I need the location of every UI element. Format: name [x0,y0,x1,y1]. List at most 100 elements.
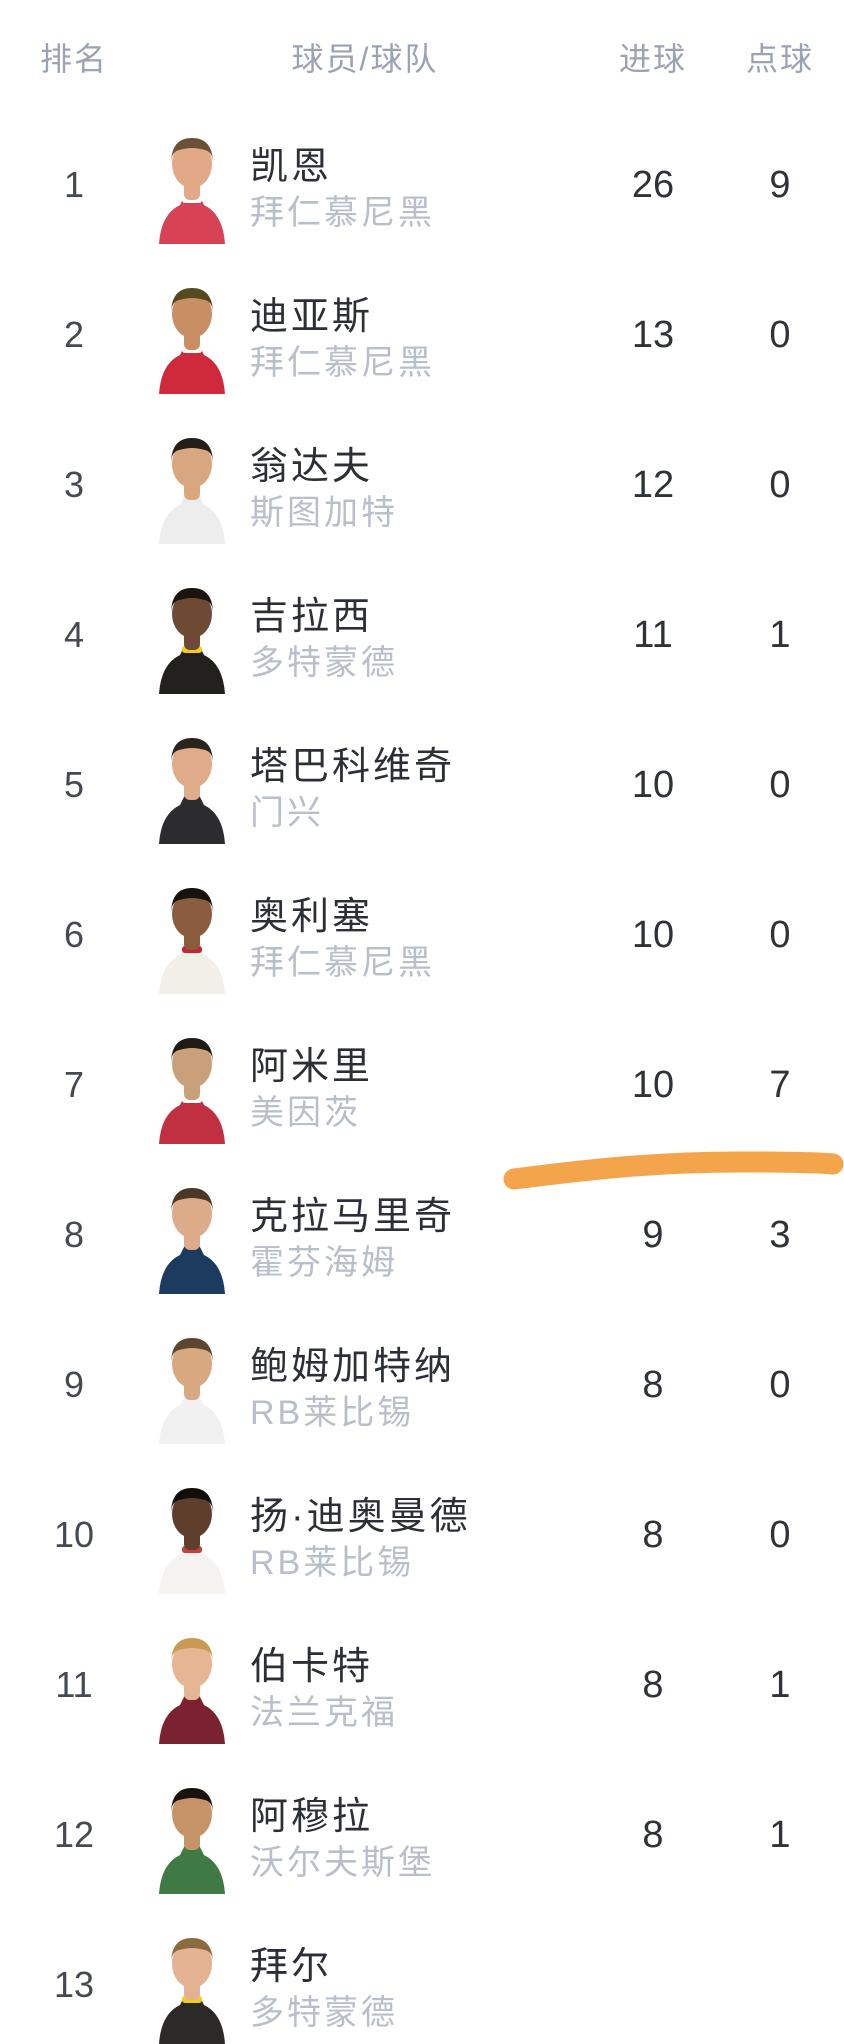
rank-number: 4 [63,614,85,655]
scorer-row[interactable]: 6 奥利塞 拜仁慕尼黑 10 0 [0,860,844,1010]
player-avatar-graphic [159,1938,225,2044]
scorer-row[interactable]: 9 鲍姆加特纳 RB莱比锡 8 0 [0,1310,844,1460]
goals-value: 13 [631,313,675,356]
scorer-row[interactable]: 12 阿穆拉 沃尔夫斯堡 8 1 [0,1760,844,1910]
player-avatar-graphic [159,288,225,394]
player-avatar [147,726,237,844]
rank-number: 12 [53,1814,95,1855]
penalties-value: 0 [769,463,791,506]
scorer-row[interactable]: 2 迪亚斯 拜仁慕尼黑 13 0 [0,260,844,410]
player-avatar [147,1926,237,2044]
player-avatar [147,576,237,694]
scorer-row[interactable]: 7 阿米里 美因茨 10 7 [0,1010,844,1160]
scorer-row[interactable]: 11 伯卡特 法兰克福 8 1 [0,1610,844,1760]
player-name: 翁达夫 [250,446,374,488]
scorer-row[interactable]: 3 翁达夫 斯图加特 12 0 [0,410,844,560]
player-avatar [147,426,237,544]
goals-value [590,1910,716,2044]
rank-number: 5 [63,764,85,805]
goals-value: 26 [631,163,675,206]
player-team-cell: 凯恩 拜仁慕尼黑 [250,110,580,260]
player-avatar-graphic [159,1638,225,1744]
scorer-row[interactable]: 1 凯恩 拜仁慕尼黑 26 9 [0,110,844,260]
rank-number: 10 [53,1514,95,1555]
goals-value: 10 [631,763,675,806]
player-name: 塔巴科维奇 [250,746,456,788]
penalties-value: 3 [769,1213,791,1256]
penalties-value: 1 [769,613,791,656]
rank-number: 11 [55,1664,93,1705]
penalties-value: 9 [769,163,791,206]
player-avatar [147,1476,237,1594]
scorer-row[interactable]: 4 吉拉西 多特蒙德 11 1 [0,560,844,710]
rank-number: 3 [63,464,85,505]
header-player-team: 球员/球队 [291,41,439,77]
player-avatar [147,876,237,994]
goals-value: 8 [642,1363,664,1406]
penalties-value: 7 [769,1063,791,1106]
scorer-row[interactable]: 13 拜尔 多特蒙德 [0,1910,844,2044]
player-team-cell: 扬·迪奥曼德 RB莱比锡 [250,1460,580,1610]
penalties-value: 0 [769,913,791,956]
penalties-value: 0 [769,313,791,356]
team-name: 法兰克福 [250,1694,398,1732]
player-team-cell: 伯卡特 法兰克福 [250,1610,580,1760]
penalties-value: 0 [769,1363,791,1406]
player-avatar [147,1626,237,1744]
table-header: 排名 球员/球队 进球 点球 [0,0,844,110]
rank-number: 9 [63,1364,85,1405]
rank-number: 1 [63,164,85,205]
goals-value: 10 [631,913,675,956]
player-avatar [147,126,237,244]
penalties-value: 1 [769,1663,791,1706]
team-name: RB莱比锡 [250,1394,415,1432]
player-name: 迪亚斯 [250,296,374,338]
player-avatar-graphic [159,738,225,844]
player-name: 克拉马里奇 [250,1196,456,1238]
player-avatar [147,1326,237,1444]
team-name: 拜仁慕尼黑 [250,944,435,982]
player-team-cell: 迪亚斯 拜仁慕尼黑 [250,260,580,410]
team-name: 门兴 [250,794,324,832]
header-goals: 进球 [618,41,687,77]
header-penalties: 点球 [745,41,814,77]
scorer-row[interactable]: 10 扬·迪奥曼德 RB莱比锡 8 0 [0,1460,844,1610]
goals-value: 8 [642,1813,664,1856]
team-name: 多特蒙德 [250,1994,398,2032]
scorer-list: 1 凯恩 拜仁慕尼黑 26 9 2 [0,110,844,2044]
team-name: 拜仁慕尼黑 [250,344,435,382]
team-name: 霍芬海姆 [250,1244,398,1282]
team-name: 沃尔夫斯堡 [250,1844,435,1882]
goals-value: 10 [631,1063,675,1106]
player-avatar-graphic [159,1038,225,1144]
scorer-row[interactable]: 8 克拉马里奇 霍芬海姆 9 3 [0,1160,844,1310]
header-rank: 排名 [39,41,108,77]
rank-number: 7 [63,1064,85,1105]
player-name: 扬·迪奥曼德 [250,1496,471,1538]
penalties-value: 0 [769,1513,791,1556]
scorer-row[interactable]: 5 塔巴科维奇 门兴 10 0 [0,710,844,860]
goals-value: 9 [642,1213,664,1256]
player-team-cell: 阿穆拉 沃尔夫斯堡 [250,1760,580,1910]
player-avatar [147,276,237,394]
player-avatar-graphic [159,588,225,694]
player-team-cell: 奥利塞 拜仁慕尼黑 [250,860,580,1010]
player-avatar-graphic [159,1188,225,1294]
player-team-cell: 阿米里 美因茨 [250,1010,580,1160]
player-avatar-graphic [159,888,225,994]
player-name: 凯恩 [250,146,333,188]
team-name: 斯图加特 [250,494,398,532]
player-name: 奥利塞 [250,896,374,938]
player-avatar-graphic [159,1488,225,1594]
player-name: 鲍姆加特纳 [250,1346,456,1388]
player-avatar-graphic [159,1788,225,1894]
rank-number: 8 [63,1214,85,1255]
player-team-cell: 鲍姆加特纳 RB莱比锡 [250,1310,580,1460]
player-name: 阿穆拉 [250,1796,374,1838]
player-avatar [147,1176,237,1294]
team-name: 美因茨 [250,1094,361,1132]
rank-number: 6 [63,914,85,955]
player-team-cell: 拜尔 多特蒙德 [250,1910,580,2044]
player-team-cell: 翁达夫 斯图加特 [250,410,580,560]
team-name: 多特蒙德 [250,644,398,682]
